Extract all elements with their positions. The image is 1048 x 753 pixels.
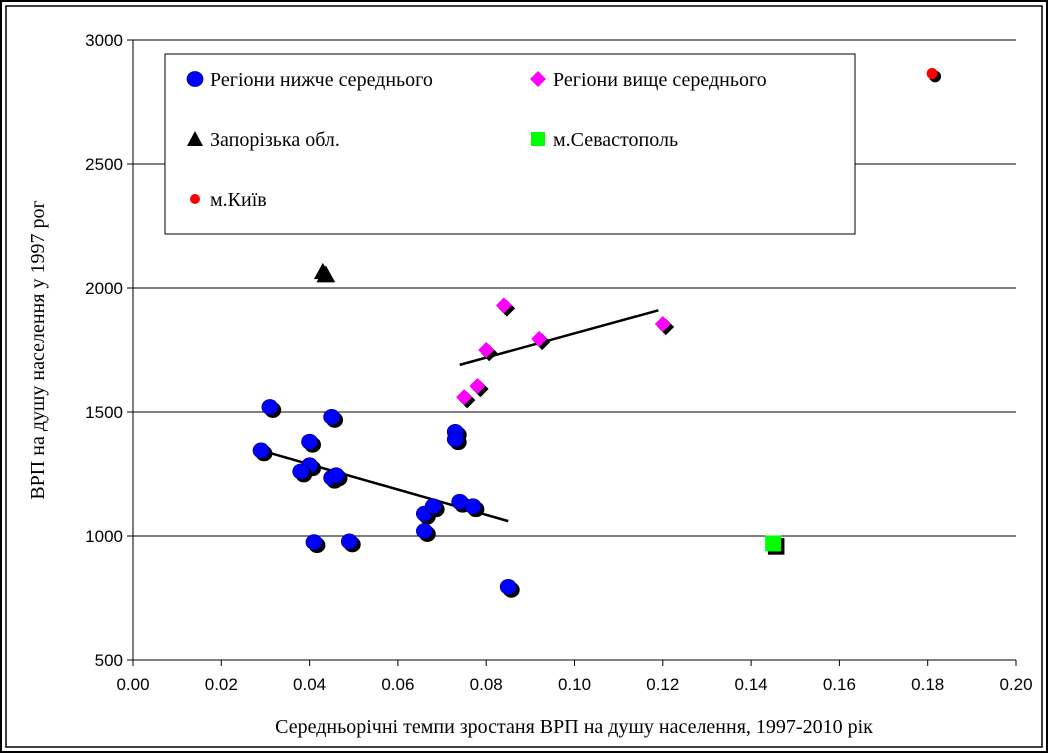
data-point xyxy=(415,523,436,542)
x-tick-label: 0.10 xyxy=(558,675,591,694)
data-point xyxy=(323,409,344,428)
data-point xyxy=(495,297,516,317)
legend: Регіони нижче середнього Регіони вище сер… xyxy=(164,53,856,235)
legend-marker xyxy=(187,131,203,146)
legend-label: м.Севастополь xyxy=(553,129,678,151)
x-tick-labels: 0.00 0.02 0.04 0.06 0.08 0.10 0.12 0.14 0.16 0.18… xyxy=(116,675,1032,694)
legend-marker xyxy=(531,132,545,146)
legend-label: Запорізька обл. xyxy=(210,129,340,151)
x-tick-label: 0.04 xyxy=(293,675,326,694)
data-point xyxy=(446,431,467,451)
legend-label: м.Київ xyxy=(210,189,267,211)
y-tick-label: 500 xyxy=(95,651,123,670)
data-point xyxy=(478,342,498,362)
data-point xyxy=(926,67,942,83)
data-point xyxy=(301,433,322,453)
data-point xyxy=(464,498,485,518)
x-tick-label: 0.20 xyxy=(999,675,1032,694)
x-tick-label: 0.14 xyxy=(735,675,768,694)
legend-box xyxy=(164,53,856,235)
data-point xyxy=(340,533,361,553)
data-point xyxy=(765,535,785,555)
x-tick-label: 0.18 xyxy=(911,675,944,694)
x-tick-label: 0.06 xyxy=(381,675,414,694)
legend-marker xyxy=(530,71,546,87)
data-point xyxy=(261,399,282,418)
y-tick-label: 1500 xyxy=(85,403,123,422)
data-point xyxy=(305,534,326,554)
x-tick-label: 0.02 xyxy=(205,675,238,694)
data-points xyxy=(252,67,942,598)
legend-label: Регіони вище середнього xyxy=(553,69,767,91)
legend-marker xyxy=(190,194,200,204)
axes xyxy=(127,39,1017,666)
y-tick-label: 3000 xyxy=(85,31,123,50)
x-tick-label: 0.16 xyxy=(823,675,856,694)
data-point xyxy=(469,377,489,398)
legend-label: Регіони нижче середнього xyxy=(210,69,433,91)
legend-marker xyxy=(186,71,204,87)
data-point xyxy=(327,467,348,487)
y-tick-label: 2500 xyxy=(85,155,123,174)
data-point xyxy=(292,463,313,483)
data-point xyxy=(654,315,675,336)
data-point xyxy=(499,578,520,598)
x-tick-label: 0.00 xyxy=(116,675,149,694)
data-point xyxy=(252,442,273,462)
y-tick-label: 2000 xyxy=(85,279,123,298)
data-point xyxy=(456,389,476,409)
data-point xyxy=(424,498,445,518)
data-point xyxy=(531,330,551,351)
x-tick-label: 0.08 xyxy=(470,675,503,694)
data-point xyxy=(313,262,336,283)
x-tick-label: 0.12 xyxy=(646,675,679,694)
y-axis-title: ВРП на душу населення у 1997 рог xyxy=(27,200,49,499)
x-axis-title: Середньорічні темпи зростаня ВРП на душу… xyxy=(275,716,873,738)
y-tick-label: 1000 xyxy=(85,527,123,546)
y-tick-labels: 500 1000 1500 2000 2500 3000 xyxy=(85,31,123,670)
chart-border-inner xyxy=(5,5,1043,748)
